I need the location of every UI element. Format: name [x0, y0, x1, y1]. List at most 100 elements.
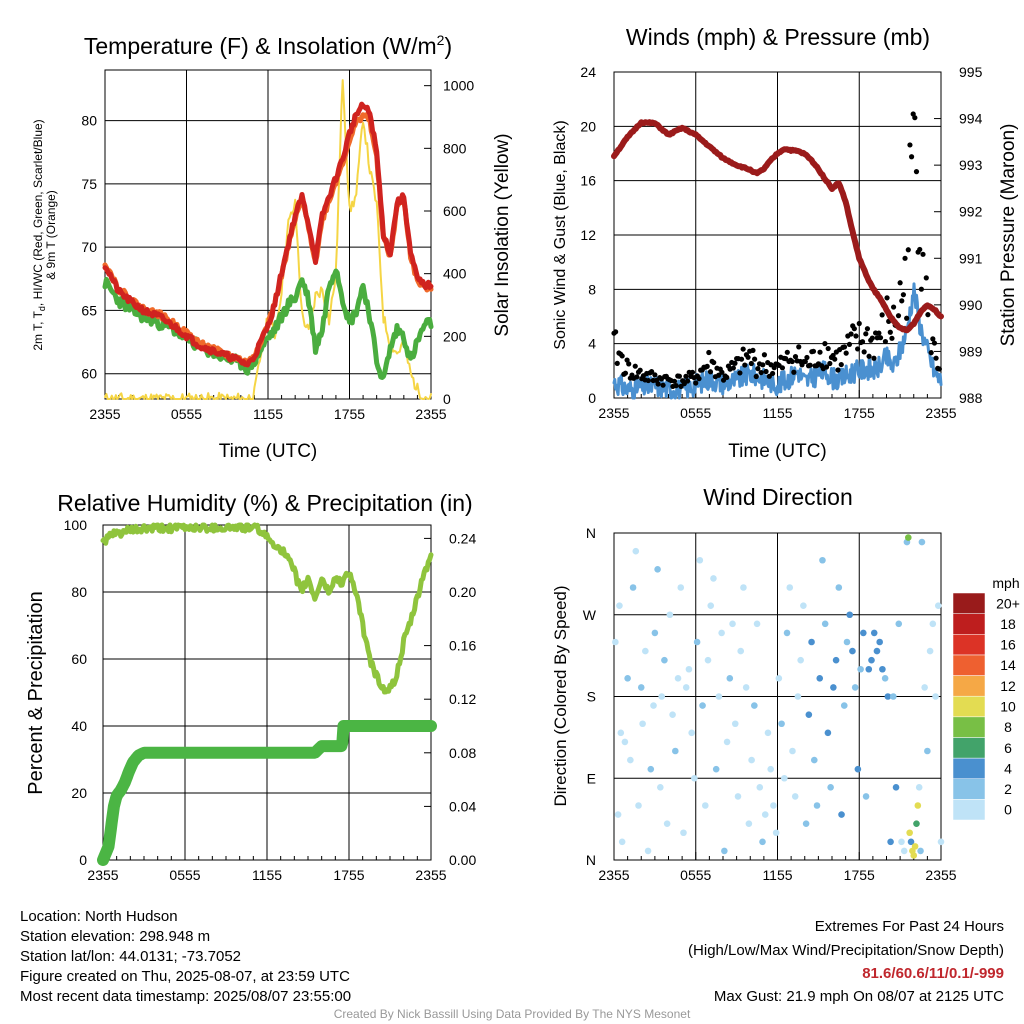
colorbar-title: mph — [992, 575, 1019, 591]
direction-point — [887, 838, 894, 846]
x-tick-label: 1155 — [762, 867, 792, 883]
direction-point — [644, 847, 652, 855]
colorbar-label: 6 — [1004, 740, 1012, 756]
y2-tick-label: 800 — [443, 140, 467, 156]
y2-tick-label: 1000 — [443, 78, 474, 94]
direction-point — [918, 538, 926, 546]
gust-point — [742, 362, 748, 368]
gust-point — [832, 356, 838, 362]
colorbar-label: 16 — [1000, 637, 1016, 653]
direction-point — [873, 647, 881, 655]
direction-point — [759, 838, 766, 846]
direction-point — [704, 656, 712, 664]
direction-point — [778, 720, 785, 728]
y2-axis-label: Station Pressure (Maroon) — [998, 124, 1019, 347]
precipitation-line — [97, 720, 437, 866]
colorbar-swatch — [952, 799, 986, 821]
gust-point — [936, 366, 942, 372]
y-tick-label: 80 — [81, 113, 97, 129]
gust-point — [784, 349, 790, 355]
y-tick-label: W — [583, 607, 597, 623]
colorbar-swatch — [952, 675, 986, 697]
colorbar-label: 10 — [1000, 699, 1016, 715]
colorbar-label: 14 — [1000, 657, 1016, 673]
direction-point — [751, 702, 758, 709]
direction-point — [616, 602, 623, 609]
y-tick-label: N — [586, 852, 596, 868]
direction-point — [770, 802, 777, 809]
gust-point — [904, 315, 910, 321]
direction-point — [821, 620, 829, 628]
y-tick-label: 12 — [580, 227, 596, 243]
gust-point — [613, 329, 619, 335]
gust-point — [792, 354, 799, 360]
wind-pressure-panel: 0 4 8 12 16 20 24 988 989 990 991 992 993 994 995 2355 0… — [552, 24, 1019, 462]
gust-point — [649, 369, 655, 375]
gust-point — [912, 115, 918, 121]
gust-point — [918, 286, 924, 292]
colorbar-swatch — [952, 634, 986, 656]
direction-point — [721, 847, 728, 855]
y2-tick-label: 994 — [959, 111, 983, 127]
y-tick-label: 80 — [71, 584, 87, 600]
gust-point — [897, 280, 903, 286]
colorbar-swatch — [952, 592, 986, 614]
gust-point — [823, 364, 830, 370]
chart-title: Winds (mph) & Pressure (mb) — [626, 24, 930, 50]
direction-point — [913, 820, 920, 827]
direction-point — [657, 784, 664, 791]
gust-point — [645, 377, 651, 384]
location-text: Location: North Hudson — [20, 908, 178, 925]
direction-point — [729, 620, 736, 628]
direction-point — [617, 729, 625, 737]
title-close-paren: ) — [444, 33, 452, 59]
direction-point — [663, 820, 671, 827]
direction-point — [612, 638, 619, 646]
direction-point — [658, 693, 665, 700]
direction-point — [910, 852, 918, 859]
gust-point — [913, 169, 920, 175]
direction-point — [932, 693, 939, 700]
gust-point — [684, 378, 691, 384]
gust-point — [895, 313, 902, 319]
y2-tick-label: 600 — [443, 203, 467, 219]
gust-point — [838, 361, 844, 368]
direction-point — [917, 847, 924, 855]
direction-point — [654, 566, 661, 573]
y-label-part: , HI/WC (Red, Green, Scarlet/Blue) — [31, 119, 45, 306]
gust-point — [835, 367, 841, 373]
x-tick-label: 2355 — [925, 405, 956, 421]
direction-point — [865, 665, 873, 673]
y-tick-label: 4 — [588, 336, 596, 352]
gust-point — [861, 349, 867, 355]
x-tick-label: 2355 — [415, 867, 446, 883]
direction-point — [805, 711, 813, 718]
direction-point — [627, 756, 634, 764]
gust-point — [711, 359, 717, 366]
direction-point — [838, 811, 845, 818]
gust-point — [660, 382, 666, 388]
direction-point — [693, 638, 701, 646]
temperature-line — [102, 101, 434, 368]
y2-tick-label: 992 — [959, 204, 983, 220]
direction-point — [674, 675, 682, 682]
credit-text: Created By Nick Bassill Using Data Provi… — [333, 1007, 691, 1021]
gust-point — [876, 330, 882, 336]
colorbar-swatch — [952, 778, 986, 800]
direction-point — [800, 602, 807, 609]
gust-point — [719, 369, 725, 375]
x-tick-label: 2355 — [87, 867, 118, 883]
direction-point — [756, 784, 764, 791]
gust-point — [683, 373, 689, 379]
gust-point — [917, 246, 923, 253]
direction-point — [696, 556, 704, 564]
pressure-line — [611, 119, 944, 334]
direction-point — [832, 656, 840, 664]
gust-point — [671, 378, 678, 384]
direction-point — [906, 829, 913, 837]
y-tick-label: 0 — [79, 852, 87, 868]
gust-point — [827, 360, 833, 367]
direction-point — [772, 829, 780, 837]
